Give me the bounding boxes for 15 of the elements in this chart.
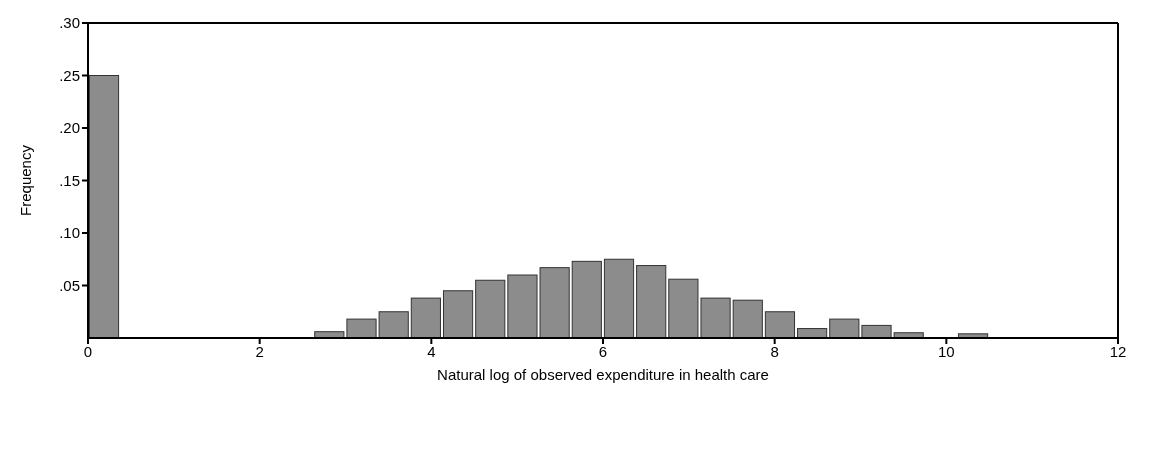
x-tick-label: 6 (598, 342, 608, 360)
x-tick-label: 10 (937, 342, 955, 360)
x-tick-label: 0 (83, 342, 93, 360)
x-tick-label: 12 (1109, 342, 1127, 360)
y-tick-label: .20 (59, 119, 80, 137)
y-tick-label: .10 (59, 224, 80, 242)
y-axis-title: Frequency (17, 144, 35, 216)
y-tick-label: .15 (59, 171, 80, 189)
x-tick-label: 4 (427, 342, 436, 360)
x-tick-label: 2 (255, 342, 264, 360)
y-tick-label: .25 (59, 66, 80, 84)
y-tick-label: .05 (59, 276, 80, 294)
x-tick-label: 8 (770, 342, 779, 360)
y-tick-label: .30 (59, 14, 80, 32)
x-axis-title: Natural log of observed expenditure in health care (437, 366, 769, 383)
